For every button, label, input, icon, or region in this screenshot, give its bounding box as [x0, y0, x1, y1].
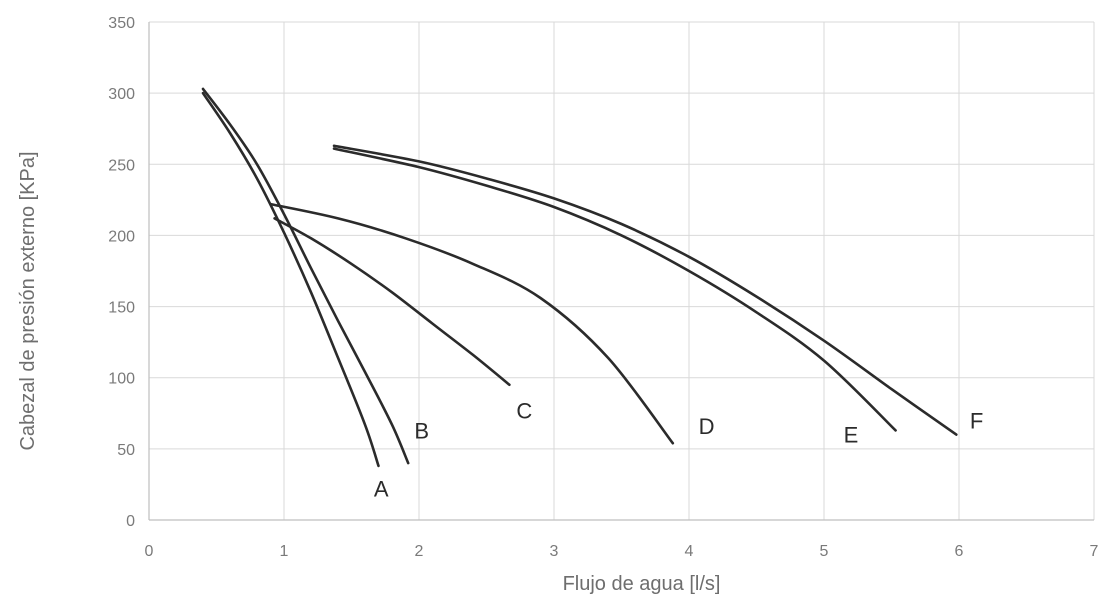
x-tick-label: 6 [955, 543, 964, 560]
y-tick-label: 250 [108, 157, 135, 174]
y-tick-label: 200 [108, 228, 135, 245]
tick-labels: 0 1 2 3 4 5 6 7 0 50 100 150 200 250 300 350 [108, 15, 1098, 560]
curve-label-a: A [374, 477, 389, 502]
x-tick-label: 7 [1090, 543, 1099, 560]
curve-label-f: F [970, 408, 983, 433]
curve-labels: A B C D E F [374, 398, 983, 501]
curve-e [332, 147, 897, 432]
y-axis-label: Cabezal de presión externo [KPa] [17, 151, 39, 450]
curve-label-d: D [699, 414, 715, 439]
curves [201, 87, 958, 468]
y-tick-label: 350 [108, 15, 135, 32]
y-tick-label: 50 [117, 442, 135, 459]
curve-d [269, 202, 675, 445]
x-axis-label: Flujo de agua [l/s] [563, 573, 721, 595]
curve-f [332, 144, 958, 436]
grid [149, 21, 1095, 520]
x-tick-label: 5 [820, 543, 829, 560]
y-tick-label: 150 [108, 300, 135, 317]
curve-label-b: B [414, 418, 429, 443]
y-tick-label: 300 [108, 86, 135, 103]
y-tick-label: 100 [108, 371, 135, 388]
x-tick-label: 4 [685, 543, 694, 560]
x-tick-label: 3 [550, 543, 559, 560]
curve-a [201, 91, 380, 468]
x-tick-label: 1 [280, 543, 289, 560]
curve-label-c: C [516, 398, 532, 423]
y-tick-label: 0 [126, 513, 135, 530]
x-tick-label: 2 [415, 543, 424, 560]
axes [148, 22, 1094, 521]
curve-c [273, 217, 511, 387]
x-tick-label: 0 [145, 543, 154, 560]
curve-label-e: E [844, 423, 859, 448]
curve-b [201, 87, 410, 465]
